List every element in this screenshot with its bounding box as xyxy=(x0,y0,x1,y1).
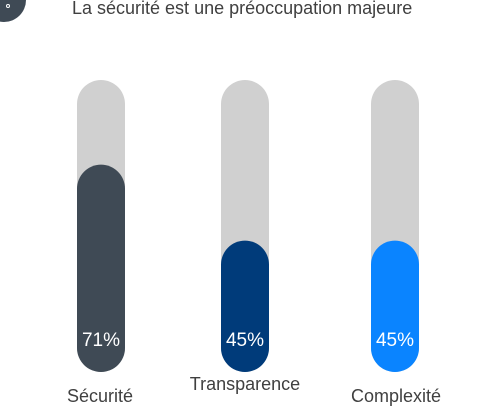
headline: La sécurité est une préoccupation majeur… xyxy=(72,0,413,18)
bar-0 xyxy=(77,164,125,372)
bar-1 xyxy=(221,240,269,372)
bar-value-label-2: 45% xyxy=(376,330,414,351)
category-label-complexite: Complexité xyxy=(350,386,442,406)
bar-value-label-1: 45% xyxy=(226,330,264,351)
bar-value-label-0: 71% xyxy=(82,330,120,351)
category-label-transparence: Transparence xyxy=(189,374,301,394)
bar-2 xyxy=(371,240,419,372)
category-label-securite: Sécurité xyxy=(66,386,134,406)
